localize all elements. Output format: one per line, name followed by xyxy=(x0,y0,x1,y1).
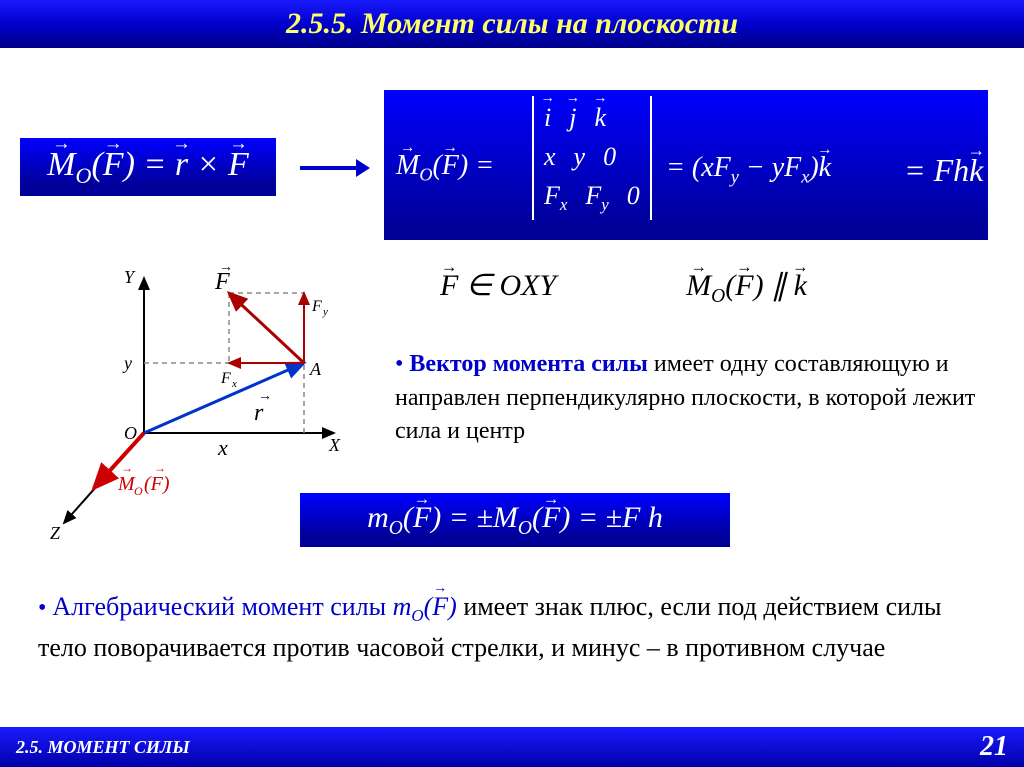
content-area: MO(F) = r × F MO(F) = ijk xy0 FxFy0 = (x… xyxy=(0,48,1024,727)
svg-text:→: → xyxy=(121,461,133,475)
svg-text:x: x xyxy=(231,378,237,390)
bullet2-formula: mO(F) xyxy=(393,592,457,621)
svg-text:F: F xyxy=(220,370,231,387)
determinant-matrix: ijk xy0 FxFy0 xyxy=(532,96,652,220)
bullet1-lead: Вектор момента силы xyxy=(409,351,647,377)
svg-text:→: → xyxy=(258,389,272,404)
moment-diagram: XYZOyxAF→FxFyr→MO(F)→→ xyxy=(34,263,354,553)
implies-arrow-icon xyxy=(300,156,370,185)
bullet2-lead: Алгебраический момент силы xyxy=(52,592,392,621)
equation-algebraic-moment: mO(F) = ±MO(F) = ±F h xyxy=(300,493,730,547)
footer-section: 2.5. МОМЕНТ СИЛЫ xyxy=(16,737,190,758)
svg-text:O: O xyxy=(124,423,137,443)
plane-parallel-eqs: F ∈ OXY MO(F) ∥ k xyxy=(440,268,807,308)
eq2-lhs: MO(F) = xyxy=(396,150,494,186)
footer-page: 21 xyxy=(980,731,1008,763)
title-bar: 2.5.5. Момент силы на плоскости xyxy=(0,0,1024,48)
svg-text:X: X xyxy=(328,435,341,455)
svg-text:y: y xyxy=(122,353,132,373)
svg-text:Z: Z xyxy=(50,523,61,543)
equation-determinant: MO(F) = ijk xy0 FxFy0 = (xFy − yFx)k = F… xyxy=(384,90,988,240)
svg-text:→: → xyxy=(154,461,166,475)
svg-text:O: O xyxy=(134,484,143,498)
slide-title: 2.5.5. Момент силы на плоскости xyxy=(286,7,738,41)
svg-text:Y: Y xyxy=(124,267,136,287)
svg-text:F: F xyxy=(311,298,322,315)
svg-text:x: x xyxy=(217,435,228,460)
footer-bar: 2.5. МОМЕНТ СИЛЫ 21 xyxy=(0,727,1024,767)
eq-parallel: MO(F) ∥ k xyxy=(686,268,807,308)
equation-cross-product: MO(F) = r × F xyxy=(20,138,276,196)
svg-text:y: y xyxy=(322,306,328,318)
eq2-rhs: = (xFy − yFx)k xyxy=(666,152,831,188)
bullet-algebraic-moment: •Алгебраический момент силы mO(F) имеет … xyxy=(38,588,988,666)
eq-plane: F ∈ OXY xyxy=(440,268,556,308)
svg-text:(F): (F) xyxy=(144,473,170,495)
svg-text:→: → xyxy=(219,263,233,275)
eq2-simplified: = Fhk xyxy=(904,152,983,189)
svg-text:A: A xyxy=(309,359,322,379)
bullet-vector-moment: •Вектор момента силы имеет одну составля… xyxy=(395,348,985,449)
